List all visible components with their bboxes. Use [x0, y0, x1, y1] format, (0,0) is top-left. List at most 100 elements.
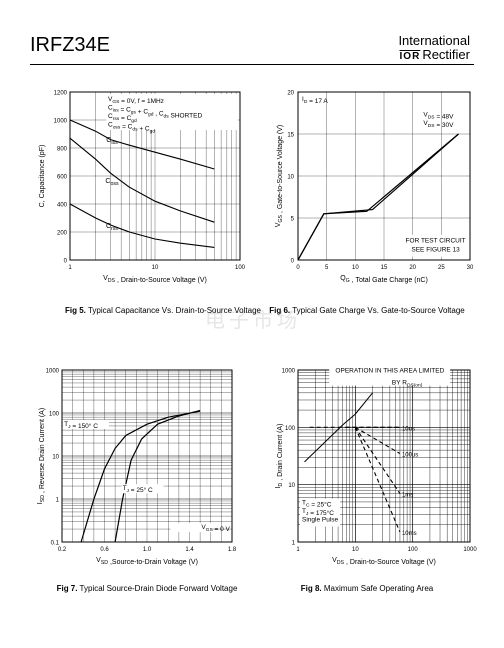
- series-label: VDS = 48V: [423, 111, 454, 120]
- y-tick-label: 1: [56, 498, 60, 504]
- chart-capacitance: 0 200 400 600 800 1000 1200 1 10 100 Ciss Coss Crss V…: [39, 91, 246, 285]
- annotation-bg: [106, 94, 238, 130]
- x-axis-label: QG , Total Gate Charge (nC): [340, 275, 428, 284]
- annotation-text: TJ = 175°C: [302, 508, 334, 517]
- annotation-text: Crss = Cgd: [108, 113, 137, 124]
- header-rule: [30, 64, 474, 65]
- x-tick-label: 1: [68, 265, 72, 271]
- rdson-limit-line: [304, 392, 373, 463]
- caption-text: Typical Gate Charge Vs. Gate-to-Source V…: [292, 306, 465, 315]
- y-axis-label: ID , Drain Current (A): [275, 424, 284, 489]
- x-tick-label: 10: [352, 265, 359, 271]
- y-tick-label: 10: [287, 175, 294, 181]
- y-tick-label: 1000: [46, 369, 60, 375]
- annotation-bg: [404, 234, 469, 257]
- x-tick-label: 10: [352, 547, 359, 553]
- y-axis-label: VGS , Gate-to-Source Voltage (V): [275, 125, 284, 228]
- series-label: VDS = 30V: [423, 120, 454, 129]
- x-tick-label: 30: [467, 265, 474, 271]
- caption-fig8: Fig 8. Maximum Safe Operating Area: [252, 584, 482, 594]
- chart-safe-operating-area: 1 10 100 1000 1 10 100 1000 OPERATION IN THIS AR…: [275, 367, 477, 566]
- caption-fig-label: Fig 8.: [300, 584, 322, 593]
- series-line-c_oss: [69, 137, 215, 223]
- series-label: 100us: [402, 452, 418, 458]
- caption-text: Maximum Safe Operating Area: [323, 584, 434, 593]
- y-tick-label: 1000: [282, 369, 296, 375]
- caption-text: Typical Source-Drain Diode Forward Volta…: [79, 584, 238, 593]
- series-line: [80, 410, 201, 543]
- annotation-text: Ciss = Cgs + Cgd , Cds SHORTED: [108, 105, 202, 120]
- x-tick-label: 0: [296, 265, 300, 271]
- annotation-text: TC = 25°C: [302, 500, 332, 509]
- x-tick-label: 100: [408, 547, 419, 553]
- series-line: [354, 427, 401, 533]
- y-tick-label: 200: [57, 231, 68, 237]
- caption-fig7: Fig 7. Typical Source-Drain Diode Forwar…: [32, 584, 262, 594]
- x-tick-label: 0.2: [58, 547, 67, 553]
- y-tick-label: 0: [291, 259, 295, 265]
- brand-line1: International: [398, 33, 470, 48]
- y-tick-label: 800: [57, 147, 68, 153]
- series-line-c_iss: [69, 119, 215, 170]
- y-tick-label: 0: [64, 259, 68, 265]
- annotation-text: VGS = 0V, f = 1MHz: [108, 96, 164, 105]
- y-tick-label: 20: [287, 91, 294, 97]
- caption-fig5: Fig 5. Typical Capacitance Vs. Drain-to-…: [48, 306, 278, 316]
- y-tick-label: 100: [285, 426, 296, 432]
- x-axis-label: VDS , Drain-to-Source Voltage (V): [332, 557, 436, 566]
- annotation-text: Coss = Cds + Cgd: [108, 122, 155, 135]
- annotation-bg: [170, 523, 213, 533]
- annotation-bg: [63, 419, 110, 429]
- caption-fig-label: Fig 6.: [269, 306, 291, 315]
- x-tick-label: 10: [152, 265, 159, 271]
- y-tick-label: 15: [287, 133, 294, 139]
- x-tick-label: 1000: [463, 547, 477, 553]
- series-label: Ciss: [106, 137, 118, 146]
- y-tick-label: 0.1: [51, 541, 60, 547]
- series-label: 10us: [402, 426, 415, 432]
- series-line-c_rss: [69, 203, 215, 248]
- y-tick-label: 10: [288, 483, 295, 489]
- annotation-text: BY RDS(on): [392, 379, 423, 388]
- caption-fig-label: Fig 7.: [56, 584, 78, 593]
- series-line: [297, 133, 459, 261]
- y-tick-label: 100: [49, 412, 60, 418]
- series-line: [114, 409, 201, 543]
- annotation-bg: [121, 484, 164, 494]
- series-label: TJ = 150° C: [64, 421, 98, 430]
- y-tick-label: 1000: [54, 119, 68, 125]
- y-tick-label: 400: [57, 203, 68, 209]
- x-tick-label: 1.0: [143, 547, 152, 553]
- x-tick-label: 0.6: [100, 547, 109, 553]
- annotation-bg: [329, 367, 451, 386]
- y-axis-label: C, Capacitance (pF): [39, 145, 46, 208]
- annotation-text: OPERATION IN THIS AREA LIMITED: [335, 368, 444, 375]
- x-axis-label: VDS , Drain-to-Source Voltage (V): [103, 275, 207, 284]
- y-axis-label: ISD , Reverse Drain Current (A): [37, 408, 46, 504]
- series-label: 10ms: [402, 531, 417, 537]
- x-tick-label: 1.4: [185, 547, 194, 553]
- caption-fig6: Fig 6. Typical Gate Charge Vs. Gate-to-S…: [252, 306, 482, 316]
- x-tick-label: 1: [296, 547, 300, 553]
- series-label: 1ms: [402, 493, 413, 499]
- x-tick-label: 20: [409, 265, 416, 271]
- annotation-text: ID = 17 A: [302, 96, 328, 105]
- page-title: IRFZ34E: [30, 34, 111, 56]
- series-line: [354, 426, 401, 494]
- chart-source-drain-diode: 0.2 0.6 1.0 1.4 1.8 0.1 1 10 100 1000 TJ = 150° C T…: [37, 369, 237, 567]
- x-axis-label: VSD ,Source-to-Drain Voltage (V): [96, 557, 198, 566]
- annotation-text: FOR TEST CIRCUIT: [406, 237, 466, 244]
- x-tick-label: 100: [235, 265, 246, 271]
- series-label: Coss: [105, 178, 119, 187]
- series-label: TJ = 25° C: [123, 485, 153, 494]
- ior-logo: IOR: [399, 51, 421, 62]
- annotation-text: Single Pulse: [302, 517, 339, 524]
- y-tick-label: 1200: [54, 91, 68, 97]
- annotation-text: VGS = 0 V: [201, 524, 230, 533]
- caption-fig-label: Fig 5.: [65, 306, 86, 315]
- annotation-text: SEE FIGURE 13: [411, 247, 460, 254]
- annotation-bg: [300, 498, 340, 527]
- series-line: [355, 426, 401, 454]
- brand-line2: Rectifier: [422, 47, 470, 62]
